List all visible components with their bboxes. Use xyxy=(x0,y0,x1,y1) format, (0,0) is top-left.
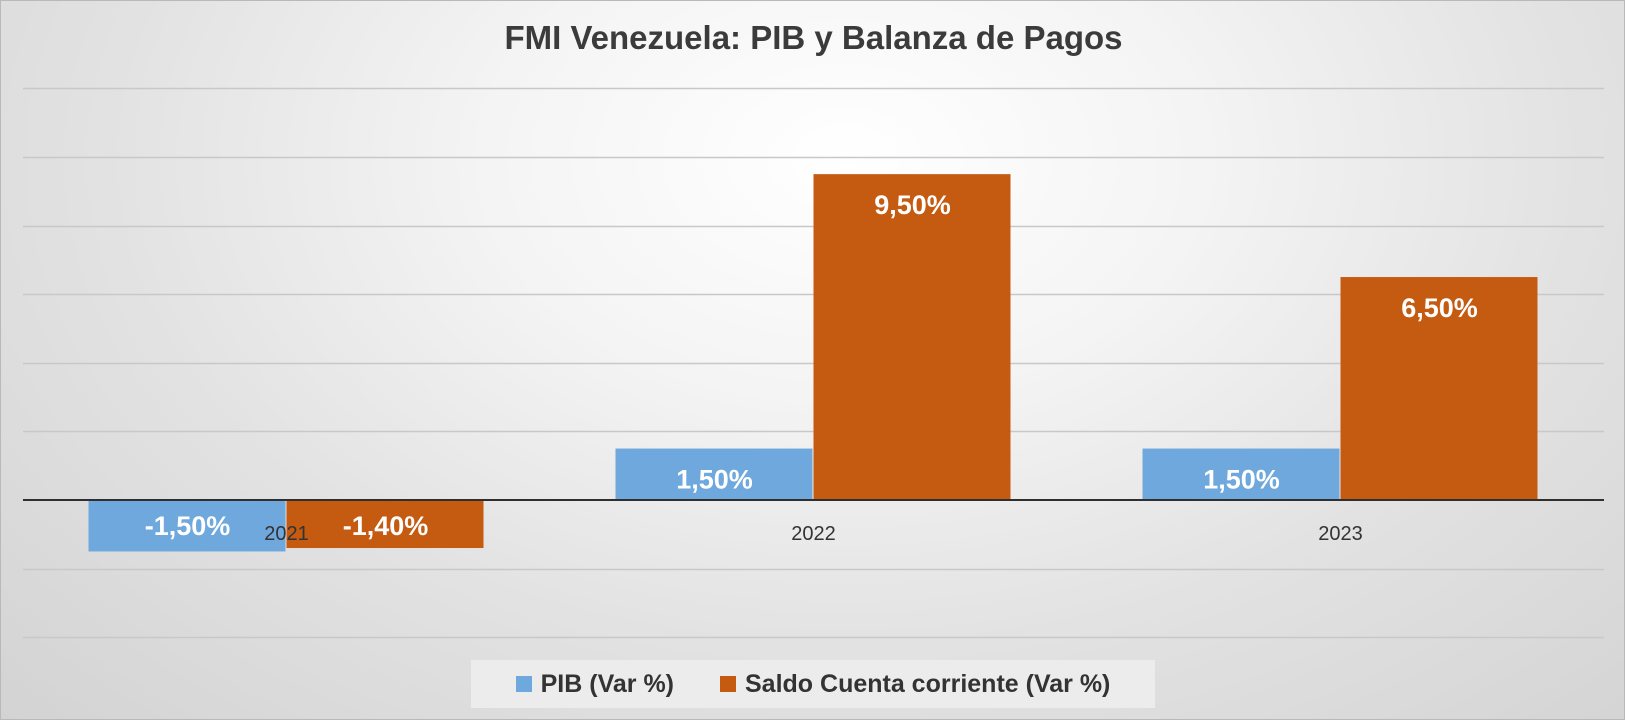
bars xyxy=(88,174,1538,552)
bar xyxy=(88,500,286,552)
legend-item-saldo: Saldo Cuenta corriente (Var %) xyxy=(720,670,1110,699)
x-tick-label: 2023 xyxy=(1318,523,1363,545)
bar xyxy=(1142,448,1340,500)
bar xyxy=(286,500,484,549)
data-label: 1,50% xyxy=(1203,465,1280,495)
chart-title: FMI Venezuela: PIB y Balanza de Pagos xyxy=(504,19,1123,56)
legend: PIB (Var %) Saldo Cuenta corriente (Var … xyxy=(471,660,1155,708)
legend-label-pib: PIB (Var %) xyxy=(540,669,674,698)
x-tick-label: 2021 xyxy=(264,523,309,545)
x-tick-label: 2022 xyxy=(791,523,836,545)
bar xyxy=(1340,277,1538,500)
data-label: 9,50% xyxy=(874,190,951,220)
bar xyxy=(615,448,813,500)
labels: -1,50% 1,50% 1,50% -1,40% 9,50% 6,50% 2021 2022… xyxy=(145,190,1478,545)
legend-label-saldo: Saldo Cuenta corriente (Var %) xyxy=(745,669,1111,698)
legend-swatch-pib xyxy=(515,676,532,692)
data-label: -1,40% xyxy=(343,511,429,541)
legend-swatch-saldo xyxy=(720,676,736,692)
legend-item-pib: PIB (Var %) xyxy=(515,669,674,699)
bar xyxy=(813,174,1011,500)
data-label: 6,50% xyxy=(1401,293,1478,323)
data-label: 1,50% xyxy=(676,465,753,495)
data-label: -1,50% xyxy=(145,511,231,541)
